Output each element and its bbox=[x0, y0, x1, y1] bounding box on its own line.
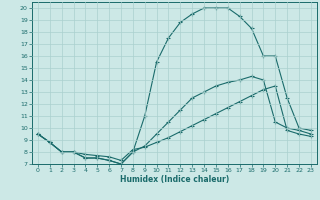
X-axis label: Humidex (Indice chaleur): Humidex (Indice chaleur) bbox=[120, 175, 229, 184]
